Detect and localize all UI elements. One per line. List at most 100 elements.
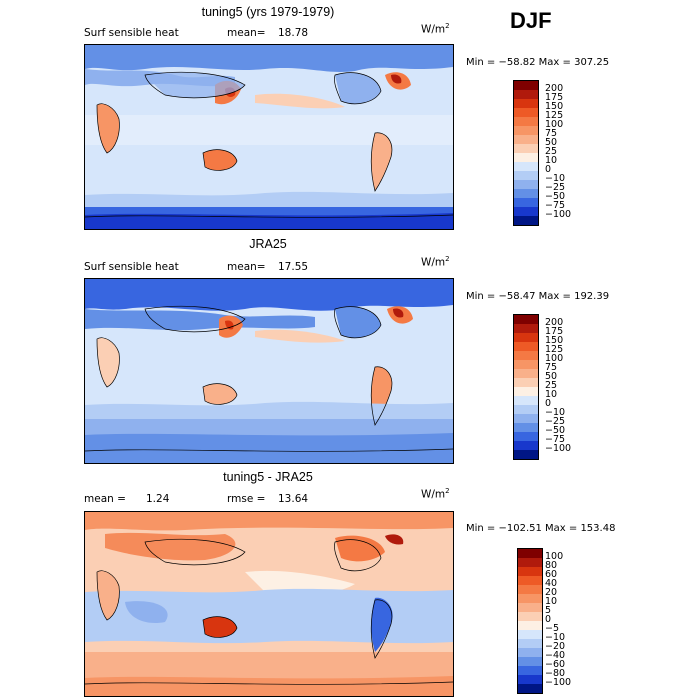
colorbar-tick-label: −75 <box>545 200 566 211</box>
colorbar-tick-label: 200 <box>545 317 564 328</box>
mean-label-diff: mean = <box>84 493 126 505</box>
colorbar-swatch <box>514 414 538 423</box>
coastlines <box>85 305 453 452</box>
colorbar-tick-label: 75 <box>545 128 558 139</box>
colorbar-swatch <box>514 423 538 432</box>
colorbar-swatch <box>514 360 538 369</box>
colorbar-swatches-obs <box>513 314 539 460</box>
colorbar-swatch <box>514 333 538 342</box>
gulf-stream-core <box>391 74 402 84</box>
colorbar-swatch <box>514 99 538 108</box>
colorbar-tick-label: −40 <box>545 650 566 661</box>
colorbar-labels-diff: 100 80 60 40 20 10 5 0 −5 −10 −20 −40 −60 −80 −100 <box>545 548 605 692</box>
colorbar-swatch <box>514 207 538 216</box>
colorbar-tick-label: −80 <box>545 668 566 679</box>
antarctic-warm <box>85 676 453 696</box>
colorbar-tick-label: 10 <box>545 596 558 607</box>
colorbar-swatch <box>514 396 538 405</box>
colorbar-tick-label: −25 <box>545 416 566 427</box>
colorbar-swatch <box>514 171 538 180</box>
colorbar-swatch <box>514 216 538 225</box>
southern-ocean-band <box>85 191 453 207</box>
colorbar-swatch <box>514 378 538 387</box>
colorbar-tick-label: 0 <box>545 398 552 409</box>
colorbar-swatch <box>514 387 538 396</box>
south-america-cool <box>371 597 393 652</box>
colorbar-swatch <box>514 153 538 162</box>
colorbar-model: 200 175 150 125 100 75 50 25 10 0 −10 −25 −50 −75 −100 <box>513 80 571 226</box>
north-eurasia-band <box>85 309 315 331</box>
sensible-heat-map-obs <box>85 279 453 463</box>
colorbar-tick-label: 25 <box>545 380 558 391</box>
tropical-cool-band <box>85 588 453 644</box>
colorbar-tick-label: 150 <box>545 101 564 112</box>
colorbar-tick-label: −75 <box>545 434 566 445</box>
colorbar-tick-label: 40 <box>545 578 558 589</box>
colorbar-swatch <box>514 450 538 459</box>
colorbar-swatch <box>518 612 542 621</box>
south-america-land <box>371 132 392 191</box>
colorbar-tick-label: 80 <box>545 560 558 571</box>
colorbar-tick-label: −50 <box>545 191 566 202</box>
colorbar-tick-label: −10 <box>545 632 566 643</box>
colorbar-tick-label: −100 <box>545 209 572 220</box>
australia-land <box>203 383 237 405</box>
colorbar-swatch <box>518 567 542 576</box>
colorbar-tick-label: 175 <box>545 92 564 103</box>
colorbar-tick-label: 100 <box>545 119 564 130</box>
colorbar-swatch <box>518 603 542 612</box>
antarctic-core <box>85 433 453 463</box>
minmax-label-obs: Min = −58.47 Max = 192.39 <box>466 291 610 302</box>
antarctic-core <box>85 213 453 229</box>
north-america-land <box>335 306 381 338</box>
colorbar-swatch <box>514 180 538 189</box>
variable-label-obs: Surf sensible heat <box>84 261 179 273</box>
sensible-heat-map-model <box>85 45 453 229</box>
colorbar-tick-label: 0 <box>545 614 552 625</box>
north-pacific-warm <box>255 93 345 109</box>
map-panel-obs <box>84 278 454 464</box>
colorbar-tick-label: −5 <box>545 623 560 634</box>
colorbar-tick-label: 50 <box>545 137 558 148</box>
colorbar-swatch <box>514 90 538 99</box>
arctic-band <box>85 512 453 531</box>
colorbar-swatch <box>518 648 542 657</box>
gulf-stream-core <box>393 308 404 318</box>
colorbar-swatch <box>518 594 542 603</box>
colorbar-swatch <box>518 630 542 639</box>
minmax-label-diff: Min = −102.51 Max = 153.48 <box>466 523 616 534</box>
arctic-band <box>85 279 453 311</box>
colorbar-swatch <box>518 585 542 594</box>
southern-ocean-band <box>85 401 453 419</box>
colorbar-swatch <box>514 108 538 117</box>
colorbar-swatch <box>518 558 542 567</box>
colorbar-tick-label: 5 <box>545 605 552 616</box>
tropical-band <box>85 115 453 145</box>
units-label-model: W/m2 <box>421 22 450 36</box>
colorbar-tick-label: 60 <box>545 569 558 580</box>
colorbar-swatch <box>518 549 542 558</box>
colorbar-tick-label: −10 <box>545 407 566 418</box>
colorbar-swatch <box>518 675 542 684</box>
panel-title-diff: tuning5 - JRA25 <box>223 470 313 484</box>
colorbar-obs: 200 175 150 125 100 75 50 25 10 0 −10 −25 −50 −75 −100 <box>513 314 571 460</box>
colorbar-swatch <box>514 342 538 351</box>
asia-land <box>145 72 245 98</box>
colorbar-tick-label: 10 <box>545 155 558 166</box>
colorbar-diff: 100 80 60 40 20 10 5 0 −5 −10 −20 −40 −60 −80 −100 <box>517 548 571 694</box>
coastlines <box>85 538 453 685</box>
colorbar-tick-label: 100 <box>545 551 564 562</box>
colorbar-tick-label: −50 <box>545 425 566 436</box>
colorbar-tick-label: 25 <box>545 146 558 157</box>
colorbar-tick-label: 200 <box>545 83 564 94</box>
north-pacific-warm <box>255 329 345 343</box>
mean-label-model: mean= <box>227 27 266 39</box>
sensible-heat-map-diff <box>85 512 453 696</box>
colorbar-swatch <box>514 315 538 324</box>
colorbar-swatch <box>514 441 538 450</box>
mean-label-obs: mean= <box>227 261 266 273</box>
map-panel-diff <box>84 511 454 697</box>
colorbar-tick-label: 50 <box>545 371 558 382</box>
map-panel-model <box>84 44 454 230</box>
gulf-stream-diff <box>385 534 404 545</box>
